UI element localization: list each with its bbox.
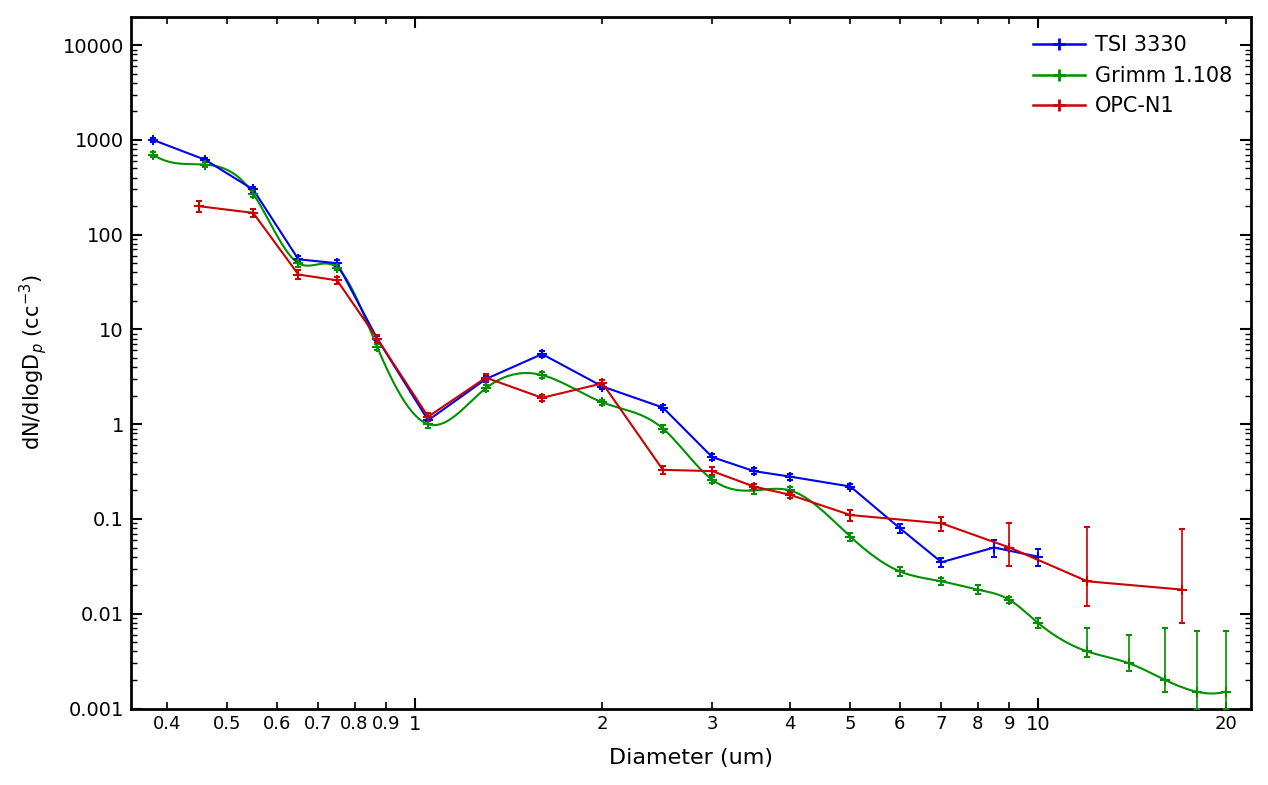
Legend: TSI 3330, Grimm 1.108, OPC-N1: TSI 3330, Grimm 1.108, OPC-N1 xyxy=(1025,27,1241,125)
Y-axis label: dN/dlogD$_p$ (cc$^{-3}$): dN/dlogD$_p$ (cc$^{-3}$) xyxy=(16,275,48,451)
X-axis label: Diameter (um): Diameter (um) xyxy=(609,748,773,769)
